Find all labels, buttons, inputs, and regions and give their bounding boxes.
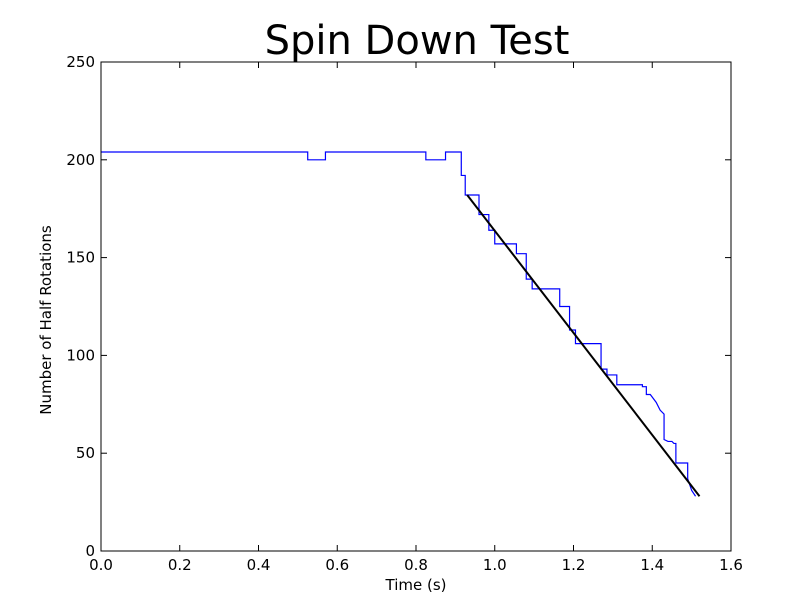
x-tick-label: 0.4	[247, 556, 271, 574]
x-tick-label: 1.6	[719, 556, 743, 574]
x-tick-label: 1.0	[483, 556, 507, 574]
fit-line	[466, 194, 701, 497]
plot-lines	[101, 151, 701, 497]
x-tick-label: 0.2	[168, 556, 192, 574]
x-tick-label: 1.2	[562, 556, 586, 574]
y-tick-label: 150	[66, 249, 95, 267]
x-tick-label: 1.4	[640, 556, 664, 574]
chart-title: Spin Down Test	[265, 18, 570, 64]
x-tick-label: 0.8	[404, 556, 428, 574]
y-tick-label: 200	[66, 151, 95, 169]
x-axis-label: Time (s)	[385, 576, 447, 594]
y-axis-label: Number of Half Rotations	[37, 225, 55, 415]
y-tick-label: 100	[66, 346, 95, 364]
y-tick-label: 50	[76, 444, 95, 462]
measured-line	[101, 151, 697, 497]
y-axis-ticks: 0 50 100 150 200 250	[66, 53, 731, 560]
x-tick-label: 0.6	[325, 556, 349, 574]
y-tick-label: 250	[66, 53, 95, 71]
x-axis-ticks: 0.0 0.2 0.4 0.6 0.8 1.0 1.2 1.4 1.6	[89, 62, 743, 574]
y-tick-label: 0	[85, 542, 95, 560]
x-tick-label: 0.0	[89, 556, 113, 574]
